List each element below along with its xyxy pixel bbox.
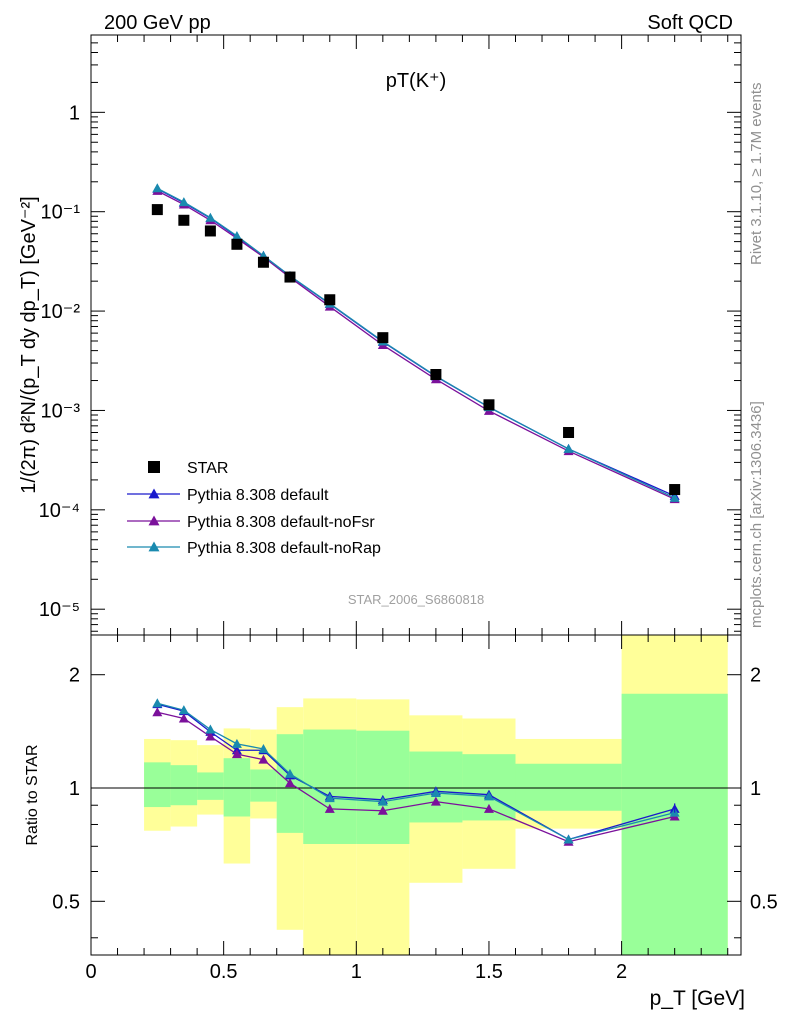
ratio-tick-label-right: 1 (750, 778, 761, 800)
x-tick-label: 1.5 (475, 961, 503, 983)
data-point-star (377, 332, 389, 344)
uncertainty-bands (144, 635, 728, 955)
mc-point-ratio (152, 707, 163, 717)
data-point-star (430, 369, 442, 381)
data-point-star (151, 204, 163, 216)
mc-point-ratio (205, 731, 216, 741)
data-point-star (669, 484, 681, 496)
y-tick-label: 10⁻³ (41, 400, 81, 422)
band-inner (197, 772, 224, 800)
x-axis-title: p_T [GeV] (650, 987, 745, 1010)
y-tick-label: 10⁻⁴ (39, 500, 80, 522)
mc-point-ratio (205, 724, 216, 734)
plot-title: pT(K⁺) (386, 70, 447, 92)
y-tick-label: 10⁻² (41, 301, 81, 323)
x-tick-label: 0 (85, 961, 96, 983)
band-inner (621, 693, 728, 955)
mc-point-ratio (178, 705, 189, 715)
series-layer (151, 183, 681, 846)
legend-label: Pythia 8.308 default-noFsr (187, 514, 375, 531)
band-inner (356, 730, 410, 844)
legend-marker (148, 541, 160, 552)
mc-point-main (563, 443, 574, 453)
mc-point-ratio (284, 778, 295, 788)
series-line-main (157, 187, 675, 499)
band-inner (144, 762, 171, 808)
data-point-star (178, 214, 190, 226)
mc-point-main (178, 197, 189, 207)
mc-point-ratio (430, 796, 441, 806)
ratio-tick-label-left: 0.5 (52, 891, 80, 913)
analysis-watermark: STAR_2006_S6860818 (348, 592, 484, 607)
mc-point-ratio (377, 805, 388, 815)
data-point-star (483, 399, 495, 411)
legend-label: STAR (187, 460, 228, 477)
x-tick-label: 2 (616, 961, 627, 983)
axis-ticks (90, 34, 741, 955)
ratio-tick-label-left: 1 (69, 778, 80, 800)
mc-point-ratio (324, 803, 335, 813)
mc-point-ratio (178, 713, 189, 723)
legend-label: Pythia 8.308 default (187, 487, 329, 504)
legend-marker (148, 515, 160, 526)
legend: STAR Pythia 8.308 default Pythia 8.308 def… (127, 460, 381, 557)
tick-labels: 10⁻⁵ 10⁻⁴ 10⁻³ 10⁻² 10⁻¹ 1 0.5 0.5 1 1 2 2 0 0.5 1 1.5 2 (39, 102, 778, 983)
band-inner (223, 758, 251, 817)
data-point-star (231, 238, 243, 250)
x-tick-label: 1 (351, 961, 362, 983)
series-line-main (157, 190, 675, 500)
y-axis-title: 1/(2π) d²N/(p_T dy dp_T) [GeV⁻²] (18, 196, 40, 493)
ratio-axis-title: Ratio to STAR (24, 744, 41, 845)
band-inner (170, 765, 198, 806)
y-tick-label: 10⁻⁵ (39, 599, 80, 621)
ratio-plot-frame (90, 634, 742, 956)
data-point-star (563, 426, 575, 438)
mc-point-ratio (377, 796, 388, 806)
mc-point-ratio (324, 793, 335, 803)
mc-point-ratio (258, 743, 269, 753)
x-tick-label: 0.5 (210, 961, 238, 983)
mc-point-ratio (284, 768, 295, 778)
data-point-star (284, 271, 296, 283)
mc-point-main (669, 492, 680, 502)
ratio-tick-label-right: 0.5 (750, 891, 778, 913)
legend-marker-star (148, 461, 160, 473)
mc-point-ratio (231, 749, 242, 759)
header-left: 200 GeV pp (104, 12, 211, 34)
data-point-star (257, 256, 269, 268)
mc-point-ratio (231, 738, 242, 748)
y-tick-label: 10⁻¹ (41, 202, 81, 224)
mcplots-label: mcplots.cern.ch [arXiv:1306.3436] (748, 401, 765, 628)
y-tick-label: 1 (69, 102, 80, 124)
mc-point-ratio (152, 698, 163, 708)
band-inner (250, 769, 277, 802)
ratio-tick-label-right: 2 (750, 665, 761, 687)
mc-point-main (152, 183, 163, 193)
mc-point-main (205, 212, 216, 222)
mc-point-ratio (563, 834, 574, 844)
mc-point-ratio (483, 803, 494, 813)
data-point-star (324, 294, 336, 306)
legend-marker (148, 488, 160, 499)
mc-point-main (231, 230, 242, 240)
header-right: Soft QCD (647, 12, 733, 34)
band-inner (515, 763, 622, 811)
legend-label: Pythia 8.308 default-noRap (187, 540, 381, 557)
mc-point-ratio (258, 754, 269, 764)
rivet-label: Rivet 3.1.10, ≥ 1.7M events (748, 83, 765, 266)
mc-point-ratio (430, 787, 441, 797)
data-point-star (204, 225, 216, 237)
ratio-tick-label-left: 2 (69, 665, 80, 687)
plot-title-text: pT(K⁺) (386, 70, 447, 92)
mc-point-ratio (483, 791, 494, 801)
series-line-ratio (157, 702, 675, 841)
